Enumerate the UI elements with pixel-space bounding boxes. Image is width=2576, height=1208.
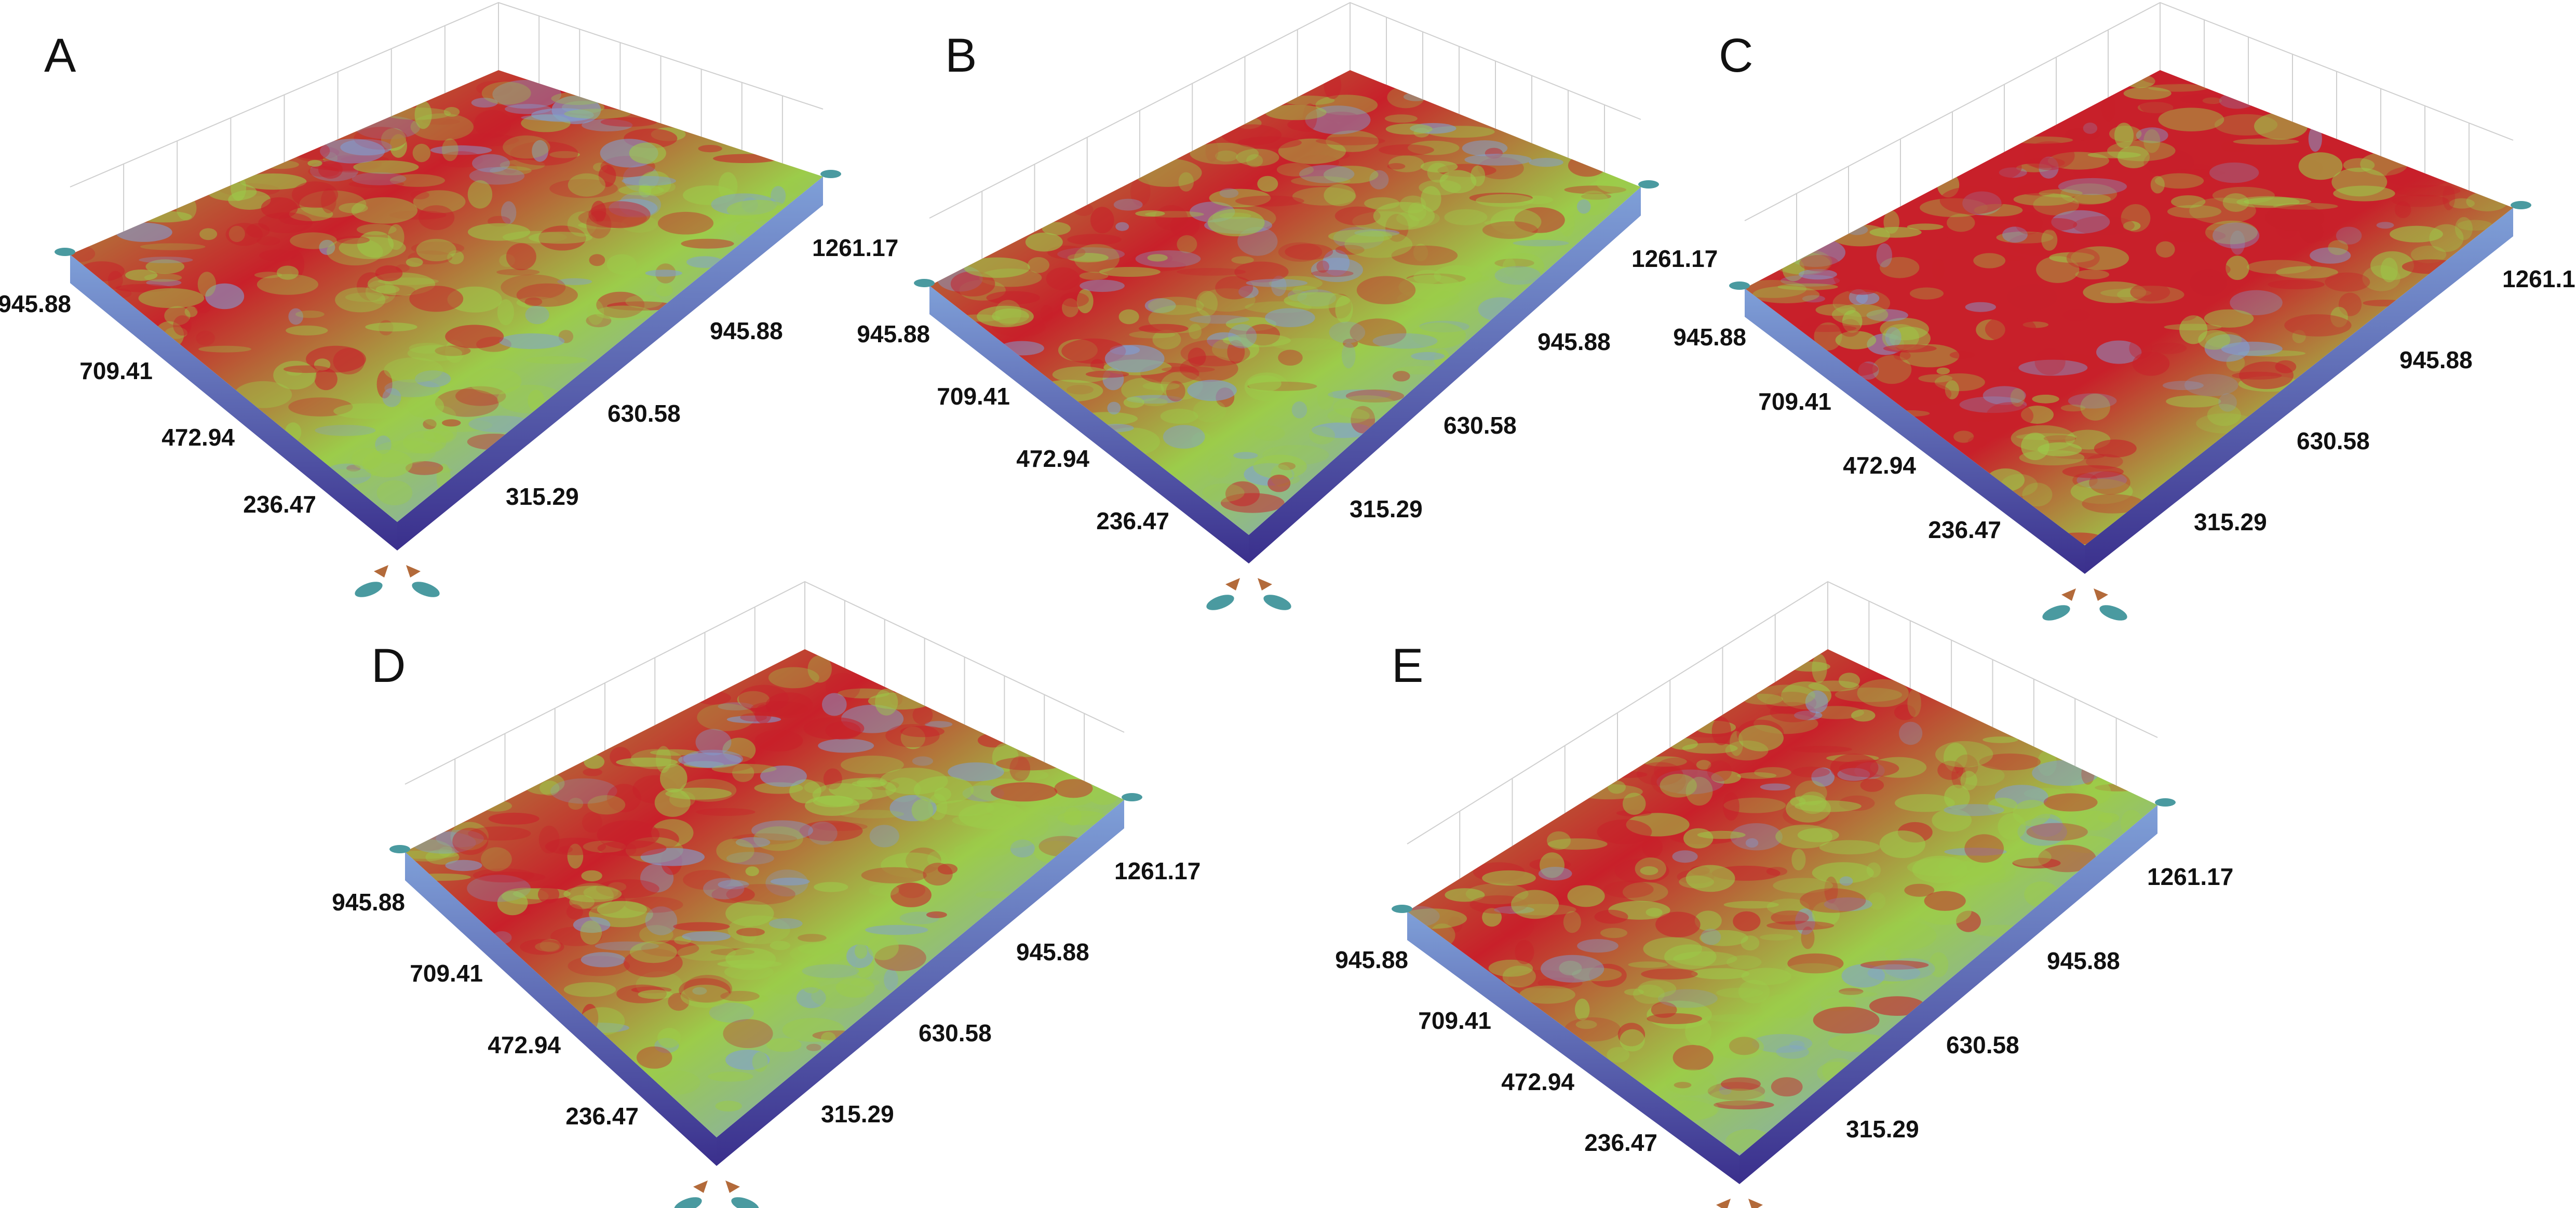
wireframe-grid [1744,2,2514,261]
surface-side-right [717,800,1124,1166]
panel-a: A 945.88 709.41 472.94 236.47 1261.17 945.88 6… [0,0,898,602]
tick-label: 709.41 [937,383,1010,410]
tick-label: 945.88 [2047,947,2120,974]
panel-letter: D [371,639,406,692]
surface-top [1745,70,2513,545]
left-axis-ticks: 945.88 709.41 472.94 236.47 [1673,324,2001,543]
panel-letter: C [1719,29,1754,82]
surface-texture [1407,654,2143,1154]
wireframe-grid [929,2,1641,259]
surface-plot: 945.88 709.41 472.94 236.47 1261.17 945.88 630… [1673,2,2576,621]
tick-label: 472.94 [1016,445,1089,472]
surface-plot: 945.88 709.41 472.94 236.47 1261.17 945.88 630… [857,2,1718,610]
tick-label: 1261.17 [2502,265,2576,292]
tick-label: 945.88 [710,317,783,344]
orientation-icon [55,170,841,597]
surface-side-left [929,286,1249,563]
tick-label: 315.29 [1350,495,1423,522]
tick-label: 945.88 [1016,938,1089,965]
surface-texture [405,655,1119,1112]
tick-label: 945.88 [1673,324,1746,351]
orientation-icon [914,180,1659,610]
tick-label: 236.47 [1584,1129,1657,1156]
left-axis-ticks: 945.88 709.41 472.94 236.47 [0,290,316,518]
tick-label: 630.58 [1946,1031,2019,1058]
surface-plot: 945.88 709.41 472.94 236.47 1261.17 945.88 630… [332,581,1201,1208]
tick-label: 315.29 [506,483,579,510]
orientation-icon [1729,201,2531,621]
tick-label: 709.41 [410,960,483,987]
surface-texture [70,79,811,506]
left-axis-ticks: 945.88 709.41 472.94 236.47 [857,320,1169,534]
tick-label: 315.29 [1846,1116,1919,1143]
right-axis-ticks: 1261.17 945.88 630.58 315.29 [506,234,898,510]
tick-label: 1261.17 [812,234,898,261]
surface-plot: 945.88 709.41 472.94 236.47 1261.17 945.88 630… [0,2,898,597]
tick-label: 472.94 [488,1031,561,1058]
tick-label: 315.29 [821,1100,894,1128]
surface-texture [937,71,1641,513]
tick-label: 236.47 [1928,516,2001,543]
tick-label: 630.58 [608,400,681,427]
tick-label: 472.94 [161,424,235,451]
tick-label: 315.29 [2194,508,2267,535]
surface-side-left [405,852,717,1166]
tick-label: 945.88 [1335,946,1408,973]
orientation-icon [1392,798,2176,1208]
right-axis-ticks: 1261.17 945.88 630.58 315.29 [1350,245,1718,522]
panel-letter: B [945,29,977,82]
tick-label: 236.47 [1096,507,1169,534]
surface-side-right [2085,208,2513,574]
wireframe-grid [70,2,824,232]
orientation-icon [389,793,1142,1208]
panel-b: B 945.88 709.41 472.94 236.47 1261.17 945.88 6… [852,0,1718,610]
right-axis-ticks: 1261.17 945.88 630.58 315.29 [1846,863,2233,1143]
tick-label: 945.88 [332,889,405,916]
tick-label: 709.41 [79,357,153,384]
surface-side-right [1249,187,1641,563]
surface-texture [1745,70,2508,545]
surface-plot: 945.88 709.41 472.94 236.47 1261.17 945.88 630… [1335,581,2233,1208]
right-axis-ticks: 1261.17 945.88 630.58 315.29 [821,857,1201,1128]
tick-label: 945.88 [1537,328,1611,355]
surface-side-left [1407,911,1739,1184]
right-axis-ticks: 1261.17 945.88 630.58 315.29 [2194,265,2576,535]
tick-label: 945.88 [2399,346,2473,373]
panel-e: E 945.88 709.41 472.94 236.47 1261.17 945.88 6… [1329,581,2233,1208]
left-axis-ticks: 945.88 709.41 472.94 236.47 [1335,946,1657,1156]
tick-label: 630.58 [2297,427,2370,454]
tick-label: 1261.17 [1114,857,1201,884]
tick-label: 630.58 [919,1019,992,1046]
surface-side-left [70,254,397,551]
tick-label: 1261.17 [2147,863,2233,890]
surface-side-left [1745,288,2085,574]
tick-label: 945.88 [0,290,71,317]
wireframe-grid [1407,581,2158,879]
left-axis-ticks: 945.88 709.41 472.94 236.47 [332,889,639,1130]
wireframe-grid [404,581,1125,827]
tick-label: 236.47 [565,1103,639,1130]
surface-side-right [1739,805,2157,1184]
tick-label: 630.58 [1444,412,1517,439]
tick-label: 236.47 [243,491,316,518]
panel-d: D 945.88 709.41 472.94 236.47 1261.17 945.88 6… [312,581,1215,1208]
tick-label: 472.94 [1843,452,1916,479]
tick-label: 1261.17 [1631,245,1718,272]
tick-label: 709.41 [1758,388,1831,415]
tick-label: 945.88 [857,320,930,347]
panel-letter: A [44,29,76,82]
surface-side-right [397,177,823,551]
tick-label: 709.41 [1418,1007,1491,1034]
panel-letter: E [1392,639,1424,692]
tick-label: 472.94 [1501,1068,1574,1095]
panel-c: C 945.88 709.41 472.94 236.47 1261.17 945.88 6… [1673,0,2576,621]
